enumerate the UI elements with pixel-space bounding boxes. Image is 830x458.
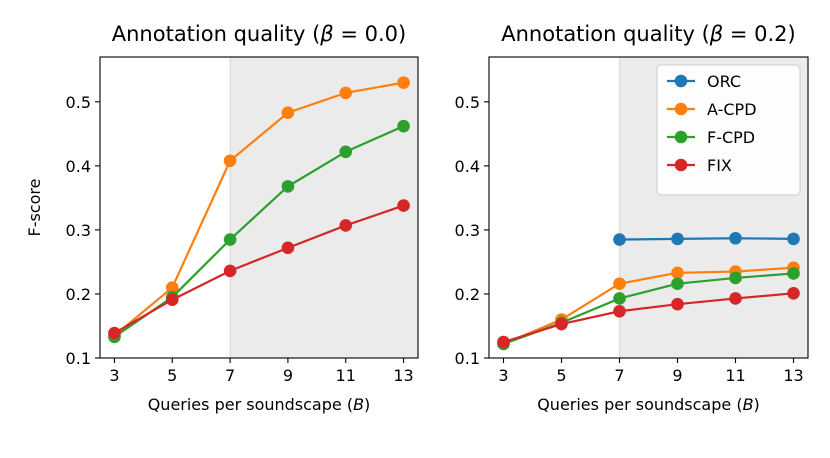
data-point-fix [497,335,510,349]
x-tick-label: 11 [336,366,356,385]
x-tick-label: 3 [109,366,119,385]
legend-label-f-cpd: F-CPD [707,128,755,147]
y-tick-label: 0.4 [455,157,480,176]
data-point-fix [613,304,626,318]
series-line-f-cpd [113,125,404,338]
data-point-fix [787,287,800,300]
axes-frame [488,56,809,359]
data-point-f-cpd [671,277,684,291]
x-tick-label: 7 [225,366,235,385]
data-point-a-cpd [339,86,353,100]
y-tick-label: 0.1 [66,349,91,368]
legend-label-orc: ORC [707,72,741,91]
x-tick-label: 9 [283,366,293,385]
series-line-fix [503,292,794,344]
data-point-orc [787,232,800,246]
x-tick-label: 11 [725,366,745,385]
data-point-a-cpd [223,154,237,168]
chart-panel-2: 3 5 7 9 11 13 0.1 0.2 0.3 0.4 0.5 Annotation qualit… [455,22,809,414]
data-point-a-cpd [613,277,626,291]
y-axis-label: F-score [25,179,44,237]
x-tick-label: 13 [393,366,413,385]
y-tick-label: 0.5 [455,93,480,112]
data-point-fix [397,199,410,212]
legend: ORC A-CPD F-CPD FIX [656,64,801,196]
x-tick-label: 13 [783,366,803,385]
y-tick-label: 0.2 [455,285,480,304]
data-point-f-cpd [787,267,800,280]
x-axis-label: Queries per soundscape (B) [537,395,760,414]
y-tick-label: 0.3 [66,221,91,240]
chart-title: Annotation quality (β = 0.0) [112,22,407,46]
legend-label-fix: FIX [707,156,732,175]
data-point-fix [281,241,295,255]
y-tick-label: 0.1 [455,349,480,368]
shaded-region [230,57,418,358]
data-point-fix [108,326,121,340]
y-tick-label: 0.5 [66,93,91,112]
series-line-a-cpd [113,81,404,337]
y-tick-label: 0.2 [66,285,91,304]
data-point-fix [671,297,684,311]
data-point-a-cpd [165,281,179,294]
legend-marker-f-cpd [674,130,688,144]
data-point-f-cpd [223,233,237,246]
legend-marker-fix [674,158,688,172]
x-axis-label: Queries per soundscape (B) [148,395,371,414]
legend-box [656,64,801,196]
data-point-fix [223,264,237,278]
data-point-orc [671,232,684,246]
data-point-a-cpd [281,106,295,120]
series-line-fix [113,204,404,334]
chart-title: Annotation quality (β = 0.2) [501,22,796,46]
y-tick-label: 0.3 [455,221,480,240]
data-point-fix [555,317,568,331]
chart-panel-1: 3 5 7 9 11 13 0.1 0.2 0.3 0.4 0.5 Annotation qualit… [25,22,419,414]
data-point-fix [339,219,353,232]
data-point-a-cpd [671,266,684,280]
data-point-f-cpd [729,271,742,285]
axes-frame [99,56,419,359]
data-point-orc [613,233,626,246]
data-point-f-cpd [397,119,410,133]
x-tick-label: 5 [167,366,177,385]
series-line-orc [619,237,794,241]
data-point-f-cpd [613,292,626,305]
data-point-f-cpd [281,180,295,193]
data-point-f-cpd [339,145,353,159]
legend-label-a-cpd: A-CPD [707,100,757,119]
series-line-a-cpd [503,266,794,345]
data-point-fix [165,293,179,307]
data-point-a-cpd [397,76,410,89]
legend-marker-orc [674,74,688,88]
x-tick-label: 3 [498,366,508,385]
x-tick-label: 9 [672,366,682,385]
data-point-fix [729,292,742,305]
legend-marker-a-cpd [674,102,688,116]
data-point-orc [729,231,742,245]
y-tick-label: 0.4 [66,157,91,176]
x-tick-label: 7 [614,366,624,385]
x-tick-label: 5 [556,366,566,385]
